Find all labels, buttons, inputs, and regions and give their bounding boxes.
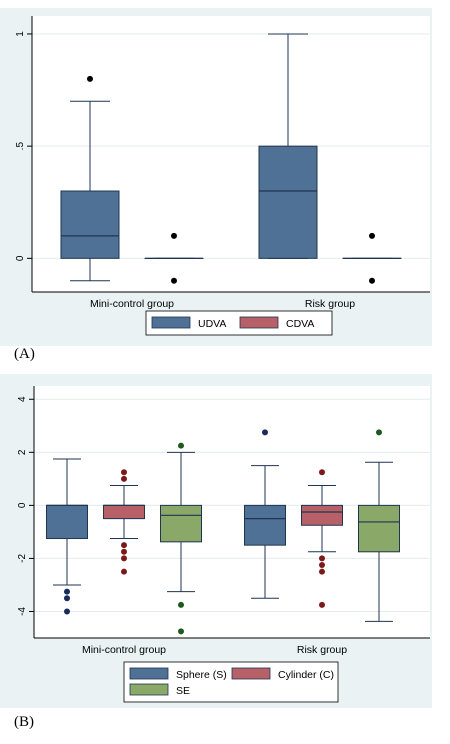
y-tick-label: -4 — [17, 607, 28, 616]
y-tick-label: .5 — [15, 142, 26, 151]
box-plot-a: 0 .5 1 Mini-control group Risk group UDVA CDVA — [0, 8, 432, 346]
outlier-point — [178, 601, 184, 608]
outlier-point — [376, 429, 382, 436]
outlier-point — [171, 232, 177, 239]
outlier-point — [319, 568, 325, 575]
y-tick-label: 2 — [17, 449, 28, 455]
outlier-point — [121, 469, 127, 476]
panel-label-a: (A) — [14, 346, 35, 362]
box-iqr — [160, 504, 202, 543]
x-category-label: Risk group — [305, 298, 355, 310]
outlier-point — [369, 277, 375, 284]
y-tick-label: -2 — [17, 554, 28, 563]
outlier-point — [121, 542, 127, 549]
box-sphere-s--1 — [46, 458, 88, 615]
outlier-point — [64, 608, 70, 615]
x-category-label: Risk group — [297, 644, 347, 656]
box-udva-1 — [60, 75, 120, 282]
legend-swatch — [129, 667, 169, 680]
y-tick-label: 4 — [17, 396, 28, 402]
outlier-point — [262, 429, 268, 436]
outlier-point — [171, 277, 177, 284]
panel-label-b: (B) — [14, 714, 34, 730]
outlier-point — [319, 562, 325, 569]
outlier-point — [64, 595, 70, 602]
legend-label: UDVA — [198, 318, 226, 330]
box-plot-b: -4 -2 0 2 4 Mini-control group Risk group Spher… — [0, 374, 432, 708]
box-iqr — [244, 504, 286, 546]
x-category-label: Mini-control group — [90, 298, 174, 310]
box-se-2 — [358, 429, 400, 622]
outlier-point — [64, 588, 70, 595]
legend-swatch — [231, 667, 271, 680]
box-cdva-1 — [144, 232, 204, 284]
outlier-point — [319, 469, 325, 476]
box-cylinder-c--2 — [301, 469, 343, 608]
box-se-1 — [160, 442, 202, 635]
outlier-point — [319, 601, 325, 608]
outlier-point — [121, 555, 127, 562]
outlier-point — [121, 548, 127, 555]
box-iqr — [103, 504, 145, 520]
legend-label: Cylinder (C) — [278, 669, 334, 681]
legend-label: CDVA — [286, 318, 314, 330]
legend: UDVA CDVA — [145, 310, 333, 336]
chart-panel-b: -4 -2 0 2 4 Mini-control group Risk group Spher… — [0, 374, 432, 713]
box-iqr — [301, 504, 343, 526]
box-iqr — [258, 145, 318, 259]
y-tick-label: 0 — [15, 255, 26, 261]
y-tick-label: 0 — [17, 502, 28, 508]
outlier-point — [319, 555, 325, 562]
outlier-point — [178, 442, 184, 449]
box-sphere-s--2 — [244, 429, 286, 599]
outlier-point — [87, 75, 93, 82]
chart-panel-a: 0 .5 1 Mini-control group Risk group UDVA CDVA — [0, 8, 432, 351]
box-iqr — [46, 504, 88, 540]
legend-swatch — [129, 683, 169, 696]
legend-swatch — [239, 316, 279, 329]
outlier-point — [121, 475, 127, 482]
legend-label: SE — [176, 685, 190, 697]
outlier-point — [121, 568, 127, 575]
legend-label: Sphere (S) — [176, 669, 227, 681]
box-iqr — [60, 190, 120, 259]
legend-swatch — [151, 316, 191, 329]
x-category-label: Mini-control group — [82, 644, 166, 656]
outlier-point — [178, 628, 184, 635]
legend: Sphere (S) Cylinder (C) SE — [123, 661, 339, 703]
y-tick-label: 1 — [15, 31, 26, 37]
box-udva-2 — [258, 33, 318, 259]
outlier-point — [369, 232, 375, 239]
box-iqr — [358, 504, 400, 553]
box-cdva-2 — [342, 232, 402, 284]
box-cylinder-c--1 — [103, 469, 145, 575]
